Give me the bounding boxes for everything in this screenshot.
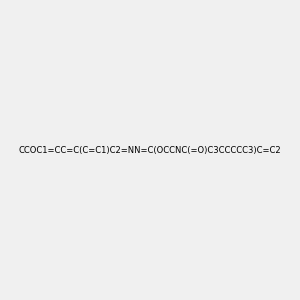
Text: CCOC1=CC=C(C=C1)C2=NN=C(OCCNC(=O)C3CCCCC3)C=C2: CCOC1=CC=C(C=C1)C2=NN=C(OCCNC(=O)C3CCCCC… xyxy=(19,146,281,154)
